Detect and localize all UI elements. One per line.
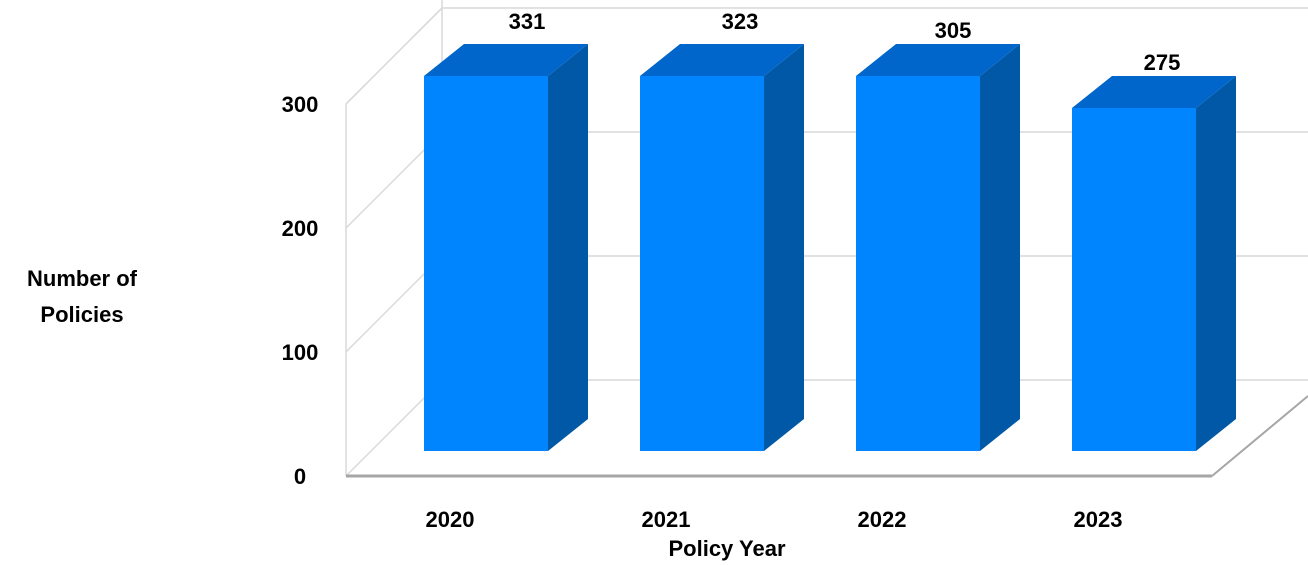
bar-top [856,44,1020,76]
y-tick-labels: 0 100 200 300 [282,92,319,489]
y-tick-label: 200 [282,216,319,241]
floor-right-edge [1211,395,1308,477]
y-tick-label: 0 [294,464,306,489]
x-axis-label: Policy Year [668,536,785,561]
bars [424,44,1236,451]
y-axis-label-line2: Policies [40,302,123,327]
bar-top [424,44,588,76]
x-tick-label: 2020 [426,507,475,532]
left-wall-top [345,7,443,105]
bar-2020 [424,44,588,451]
data-label: 323 [722,9,759,34]
y-axis-label-line1: Number of [27,266,138,291]
y-tick-label: 100 [282,340,319,365]
x-tick-labels: 2020 2021 2022 2023 [426,507,1123,532]
bar-side [1196,76,1236,451]
bar-front [856,76,980,451]
bar-top [1072,76,1236,108]
x-tick-label: 2021 [642,507,691,532]
bar-front [640,76,764,451]
bar-2021 [640,44,804,451]
bar-side [980,44,1020,451]
x-tick-label: 2022 [858,507,907,532]
data-label: 305 [935,18,972,43]
bar-2022 [856,44,1020,451]
bar-2023 [1072,76,1236,451]
data-label: 275 [1144,50,1181,75]
bar-top [640,44,804,76]
bar-side [548,44,588,451]
data-labels: 331 323 305 275 [509,9,1181,75]
bar-front [424,76,548,451]
data-label: 331 [509,9,546,34]
bar-side [764,44,804,451]
x-tick-label: 2023 [1074,507,1123,532]
bar-front [1072,108,1196,451]
y-tick-label: 300 [282,92,319,117]
